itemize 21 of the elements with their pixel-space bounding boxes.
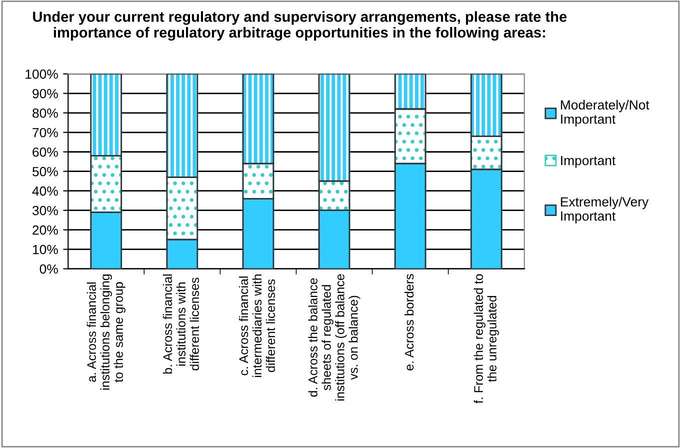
y-tick-label: 100% — [26, 69, 58, 79]
y-tick-label: 50% — [32, 166, 58, 176]
legend-label: Moderately/Not Important — [560, 100, 650, 126]
y-tick-label: 40% — [32, 186, 58, 196]
x-tick-label: d. Across the balance sheets of regulated institutions (off balance vs. on balance) — [308, 274, 360, 400]
y-tick-label: 60% — [32, 147, 58, 157]
chart-title: Under your current regulatory and supervisory arrangements, please rate the importance of regulatory arbitrage opportunities in the following areas: — [33, 11, 567, 41]
legend-label: Extremely/Very Important — [560, 196, 649, 224]
y-tick-label: 20% — [32, 225, 58, 235]
y-tick-label: 0% — [40, 264, 58, 274]
y-tick-label: 80% — [32, 108, 58, 118]
x-tick-label: c. Across financial intermediaries with different licenses — [238, 274, 276, 378]
x-tick-label: a. Across financial institutions belonging to the same group — [86, 274, 126, 390]
x-tick-label: e. Across borders — [404, 274, 414, 370]
x-tick-label: f. From the regulated to the unregulated — [474, 274, 499, 404]
legend-label: Important — [561, 156, 616, 168]
y-tick-label: 10% — [32, 244, 58, 254]
y-tick-label: 90% — [32, 88, 58, 98]
y-tick-label: 30% — [32, 206, 58, 216]
y-tick-label: 70% — [32, 128, 58, 138]
x-tick-label: b. Across financial institutions with different licenses — [162, 274, 199, 374]
